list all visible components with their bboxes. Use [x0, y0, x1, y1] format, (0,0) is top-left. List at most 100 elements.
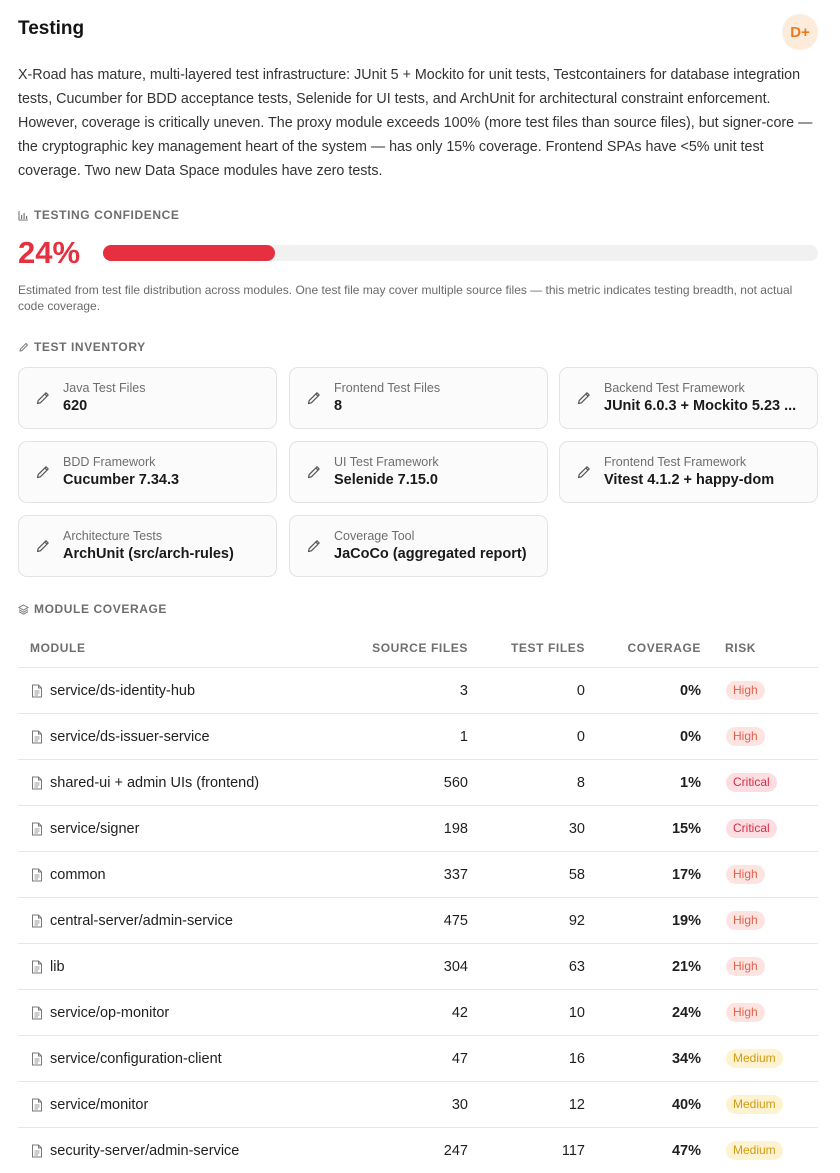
test-files: 0 — [576, 729, 585, 745]
table-row: service/ds-issuer-service 1 0 0% High — [18, 714, 818, 760]
risk-badge: Medium — [726, 1141, 783, 1160]
file-icon — [31, 684, 43, 698]
test-files: 63 — [568, 959, 585, 975]
file-icon — [31, 776, 43, 790]
pencil-icon — [307, 466, 320, 479]
table-row: service/configuration-client 47 16 34% Mediu… — [18, 1036, 818, 1082]
pencil-icon — [36, 392, 49, 405]
table-row: service/signer 198 30 15% Critical — [18, 806, 818, 852]
confidence-bar-fill — [103, 245, 275, 261]
card-value: Cucumber 7.34.3 — [63, 472, 180, 488]
column-header-coverage[interactable]: COVERAGE — [627, 641, 701, 655]
module-coverage-label: MODULE COVERAGE — [34, 602, 168, 616]
test-files: 92 — [568, 913, 585, 929]
card-value: Selenide 7.15.0 — [334, 472, 438, 488]
source-files: 3 — [459, 683, 468, 699]
card-label: BDD Framework — [63, 455, 156, 469]
pencil-icon — [307, 392, 320, 405]
inventory-card: Coverage Tool JaCoCo (aggregated report) — [289, 515, 548, 577]
module-name: service/signer — [50, 821, 140, 837]
pencil-icon — [577, 392, 590, 405]
source-files: 247 — [443, 1143, 468, 1159]
source-files: 30 — [451, 1097, 468, 1113]
card-label: Coverage Tool — [334, 529, 415, 543]
card-value: 620 — [63, 398, 88, 414]
test-files: 8 — [576, 775, 585, 791]
table-row: security-server/admin-service 247 117 47% Me… — [18, 1128, 818, 1173]
column-header-test-files[interactable]: TEST FILES — [510, 641, 585, 655]
risk-badge: Critical — [726, 819, 777, 838]
file-icon — [31, 730, 43, 744]
module-name: service/ds-identity-hub — [50, 683, 196, 699]
test-inventory-label: TEST INVENTORY — [34, 340, 146, 354]
source-files: 198 — [443, 821, 468, 837]
test-files: 30 — [568, 821, 585, 837]
test-files: 16 — [568, 1051, 585, 1067]
table-row: lib 304 63 21% High — [18, 944, 818, 990]
column-header-risk[interactable]: RISK — [725, 641, 757, 655]
source-files: 560 — [443, 775, 468, 791]
table-header: MODULE SOURCE FILES TEST FILES COVERAGE … — [18, 626, 818, 668]
module-name: shared-ui + admin UIs (frontend) — [50, 775, 260, 791]
risk-badge: Medium — [726, 1095, 783, 1114]
grade-badge: D+ — [782, 14, 818, 50]
section-header: Testing D+ — [18, 14, 818, 54]
coverage-value: 40% — [671, 1097, 701, 1113]
coverage-value: 0% — [680, 683, 701, 699]
table-body: service/ds-identity-hub 3 0 0% High service/d… — [18, 668, 818, 1173]
risk-badge: High — [726, 865, 765, 884]
coverage-value: 0% — [680, 729, 701, 745]
card-value: JUnit 6.0.3 + Mockito 5.23 ... — [604, 398, 797, 414]
file-icon — [31, 914, 43, 928]
column-header-module[interactable]: MODULE — [30, 641, 86, 655]
source-files: 1 — [459, 729, 468, 745]
module-coverage-table: MODULE SOURCE FILES TEST FILES COVERAGE … — [18, 626, 818, 1173]
pencil-icon — [36, 466, 49, 479]
card-label: Backend Test Framework — [604, 381, 745, 395]
table-row: shared-ui + admin UIs (frontend) 560 8 1% Cr… — [18, 760, 818, 806]
test-inventory-heading: TEST INVENTORY — [18, 340, 146, 354]
risk-badge: High — [726, 727, 765, 746]
module-name: service/ds-issuer-service — [50, 729, 210, 745]
table-row: service/op-monitor 42 10 24% High — [18, 990, 818, 1036]
risk-badge: High — [726, 911, 765, 930]
test-files: 12 — [568, 1097, 585, 1113]
bar-chart-icon — [18, 210, 28, 221]
risk-badge: Medium — [726, 1049, 783, 1068]
inventory-card: Backend Test Framework JUnit 6.0.3 + Moc… — [559, 367, 818, 429]
card-label: Java Test Files — [63, 381, 146, 395]
column-header-source-files[interactable]: SOURCE FILES — [372, 641, 468, 655]
source-files: 475 — [443, 913, 468, 929]
layers-icon — [18, 603, 29, 615]
pencil-icon — [577, 466, 590, 479]
section-description: X-Road has mature, multi-layered test in… — [18, 67, 813, 179]
module-name: security-server/admin-service — [50, 1143, 240, 1159]
coverage-value: 17% — [671, 867, 701, 883]
testing-confidence-label: TESTING CONFIDENCE — [34, 208, 180, 222]
coverage-value: 24% — [671, 1005, 701, 1021]
test-files: 10 — [568, 1005, 585, 1021]
confidence-meter: 24% — [18, 235, 818, 275]
testing-confidence-heading: TESTING CONFIDENCE — [18, 208, 179, 222]
card-label: Frontend Test Framework — [604, 455, 747, 469]
pencil-icon — [19, 342, 29, 352]
module-name: service/monitor — [50, 1097, 149, 1113]
pencil-icon — [307, 540, 320, 553]
card-label: Architecture Tests — [63, 529, 163, 543]
confidence-value: 24% — [18, 235, 81, 270]
table-row: service/ds-identity-hub 3 0 0% High — [18, 668, 818, 714]
source-files: 337 — [443, 867, 468, 883]
coverage-value: 15% — [671, 821, 701, 837]
table-row: common 337 58 17% High — [18, 852, 818, 898]
risk-badge: High — [726, 681, 765, 700]
coverage-value: 21% — [671, 959, 701, 975]
file-icon — [31, 1006, 43, 1020]
risk-badge: Critical — [726, 773, 777, 792]
inventory-card: Frontend Test Framework Vitest 4.1.2 + h… — [559, 441, 818, 503]
file-icon — [31, 960, 43, 974]
module-name: lib — [50, 959, 65, 975]
module-name: service/configuration-client — [50, 1051, 222, 1067]
card-value: Vitest 4.1.2 + happy-dom — [604, 472, 775, 488]
coverage-value: 19% — [671, 913, 701, 929]
module-coverage-heading: MODULE COVERAGE — [18, 602, 167, 616]
